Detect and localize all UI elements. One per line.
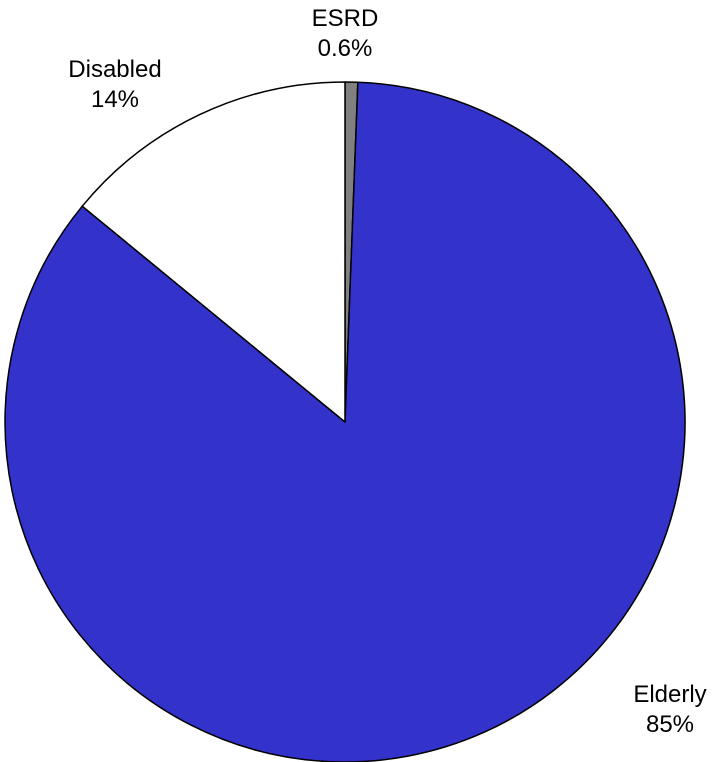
slice-label-esrd: ESRD 0.6% bbox=[300, 4, 390, 64]
pie-slice-disabled bbox=[81, 81, 346, 423]
slice-label-elderly-value: 85% bbox=[645, 711, 695, 738]
slice-label-elderly: Elderly 85% bbox=[616, 680, 724, 740]
slice-label-esrd-name: ESRD bbox=[311, 5, 379, 32]
slice-label-disabled: Disabled 14% bbox=[60, 55, 170, 115]
slice-label-elderly-name: Elderly bbox=[633, 681, 707, 708]
slice-label-disabled-name: Disabled bbox=[68, 56, 162, 83]
slice-label-esrd-value: 0.6% bbox=[317, 35, 373, 62]
slice-label-disabled-value: 14% bbox=[90, 86, 140, 113]
